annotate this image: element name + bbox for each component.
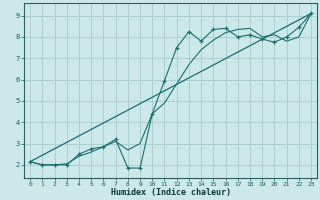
X-axis label: Humidex (Indice chaleur): Humidex (Indice chaleur) [111,188,231,197]
